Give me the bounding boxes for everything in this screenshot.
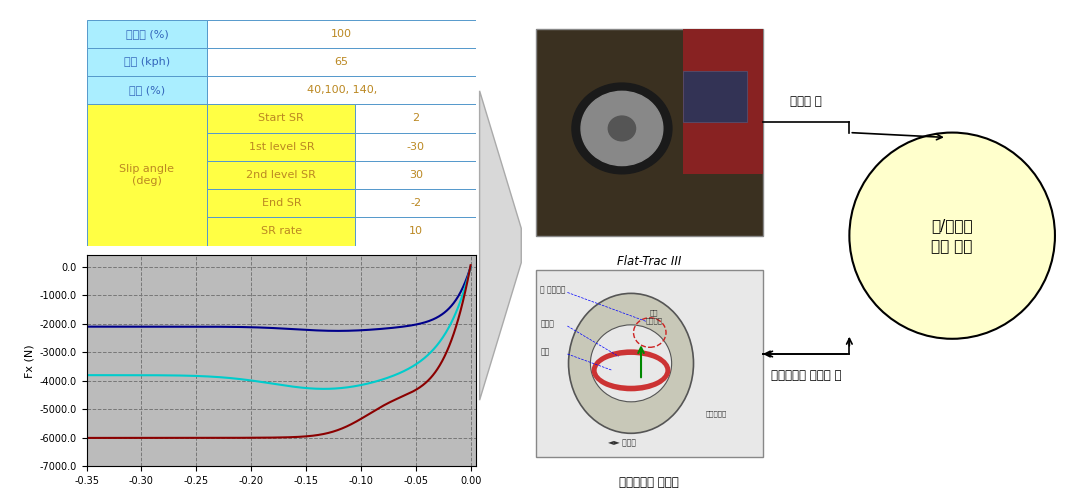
Bar — [87, 105, 208, 246]
Bar — [208, 133, 355, 161]
Circle shape — [572, 83, 672, 174]
Text: 인너라이너: 인너라이너 — [705, 410, 727, 417]
Text: 시험기 힘: 시험기 힘 — [790, 95, 822, 108]
Text: End SR: End SR — [262, 198, 301, 208]
Ellipse shape — [596, 355, 665, 386]
Bar — [355, 189, 476, 217]
Text: 구/제동력
추종 평가: 구/제동력 추종 평가 — [932, 218, 973, 254]
Text: 40,100, 140,: 40,100, 140, — [306, 85, 377, 95]
Y-axis label: Fx (N): Fx (N) — [24, 344, 34, 378]
Bar — [87, 76, 208, 105]
Bar — [208, 161, 355, 189]
Circle shape — [608, 116, 635, 141]
Bar — [355, 217, 476, 246]
Text: -30: -30 — [407, 142, 425, 152]
Bar — [208, 105, 355, 133]
Text: SR rate: SR rate — [261, 226, 302, 236]
Ellipse shape — [568, 294, 694, 433]
Text: 끝 디바이스: 끝 디바이스 — [540, 285, 566, 295]
Bar — [208, 20, 476, 48]
Text: ◄► 변형량: ◄► 변형량 — [608, 438, 636, 447]
Text: 2: 2 — [412, 113, 419, 123]
Text: 하중 (%): 하중 (%) — [129, 85, 164, 95]
Text: 렌즈: 렌즈 — [540, 347, 550, 356]
Ellipse shape — [591, 325, 672, 402]
Text: 인텔리전트 타이어: 인텔리전트 타이어 — [619, 476, 679, 489]
Ellipse shape — [849, 133, 1055, 339]
Bar — [684, 71, 747, 122]
Text: 1st level SR: 1st level SR — [249, 142, 314, 152]
Text: 인텔리전트 타이어 힘: 인텔리전트 타이어 힘 — [770, 369, 842, 382]
Bar — [87, 48, 208, 76]
Text: 30: 30 — [409, 170, 423, 180]
Bar — [536, 29, 763, 236]
Text: Slip angle
(deg): Slip angle (deg) — [119, 164, 174, 186]
Bar — [684, 29, 763, 174]
Text: Start SR: Start SR — [259, 113, 304, 123]
Text: -2: -2 — [410, 198, 421, 208]
Text: 2nd level SR: 2nd level SR — [247, 170, 316, 180]
Text: 65: 65 — [334, 57, 348, 67]
Text: 수신부: 수신부 — [540, 319, 554, 328]
Circle shape — [581, 91, 663, 165]
Bar — [208, 76, 476, 105]
Bar — [355, 161, 476, 189]
Text: 속도 (kph): 속도 (kph) — [123, 57, 170, 67]
Bar — [536, 29, 763, 236]
Bar — [208, 48, 476, 76]
Polygon shape — [479, 91, 522, 400]
Bar — [208, 189, 355, 217]
Bar — [87, 20, 208, 48]
Text: 100: 100 — [331, 29, 353, 39]
Text: 발광
다이오드: 발광 다이오드 — [645, 310, 662, 324]
Text: 10: 10 — [409, 226, 423, 236]
Bar — [355, 105, 476, 133]
Bar — [355, 133, 476, 161]
Bar — [536, 270, 763, 457]
Bar — [208, 217, 355, 246]
Ellipse shape — [592, 350, 671, 391]
Text: 공기압 (%): 공기압 (%) — [126, 29, 169, 39]
Text: Flat-Trac III: Flat-Trac III — [617, 255, 682, 268]
